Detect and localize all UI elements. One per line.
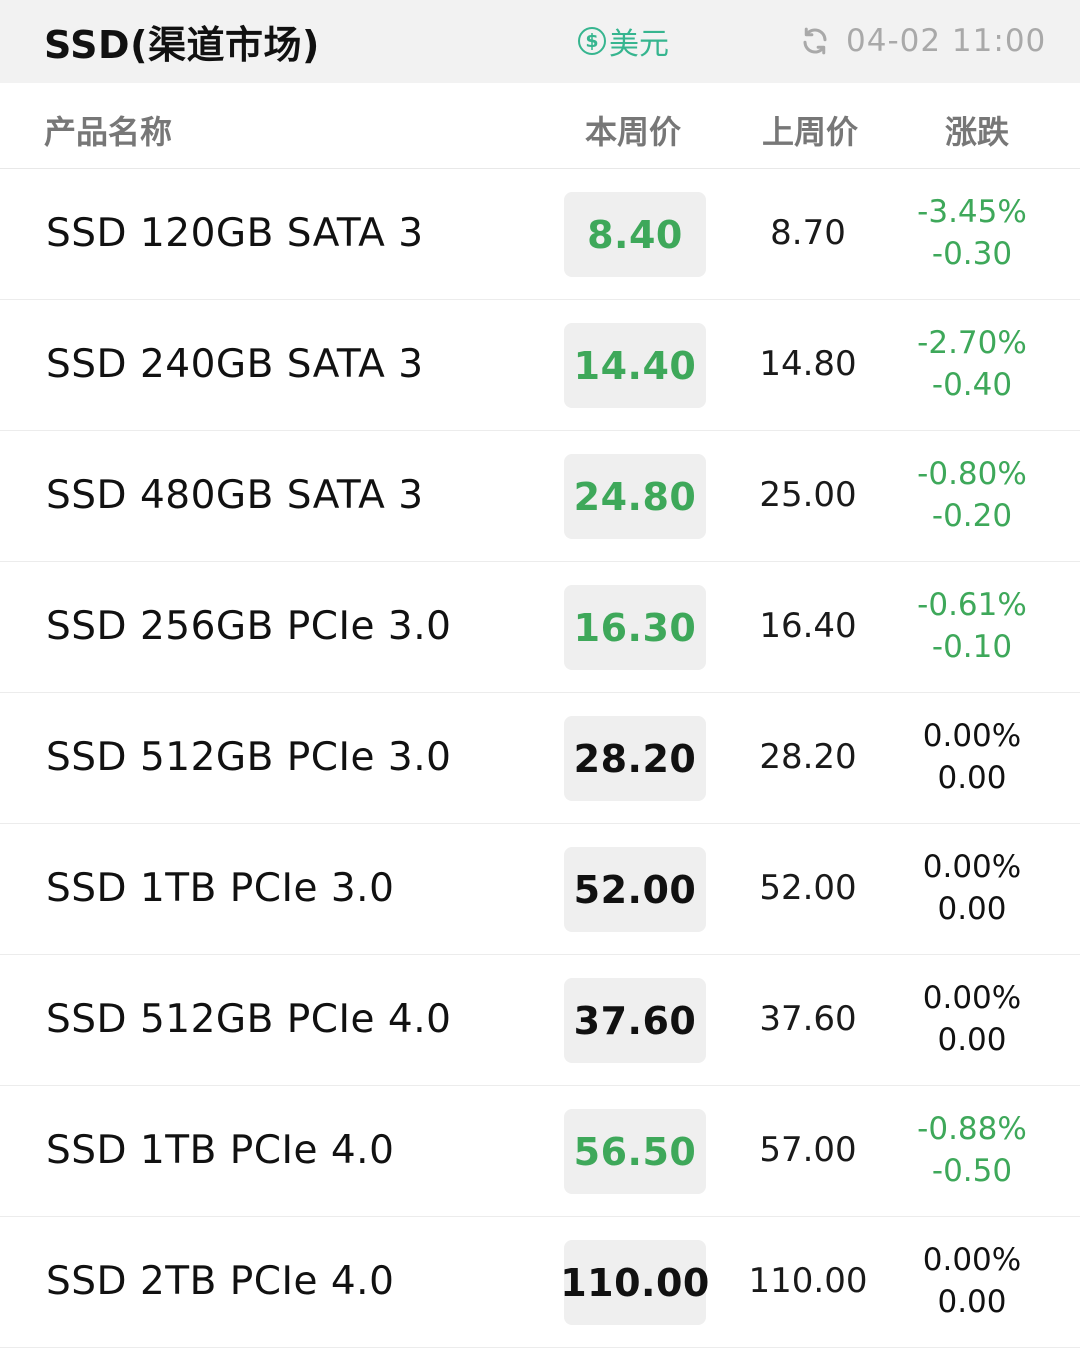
- table-row[interactable]: SSD 1TB PCIe 4.0 56.50 57.00 -0.88% -0.50: [0, 1086, 1080, 1217]
- price-change: -0.80% -0.20: [905, 453, 1039, 537]
- last-week-price: 8.70: [770, 213, 846, 253]
- price-change: 0.00% 0.00: [905, 1239, 1039, 1323]
- change-percent: 0.00%: [922, 849, 1022, 885]
- currency-toggle[interactable]: $ 美元: [578, 20, 669, 62]
- change-amount: 0.00: [937, 760, 1007, 796]
- price-change: -0.61% -0.10: [905, 584, 1039, 668]
- this-week-price: 16.30: [564, 585, 706, 670]
- table-row[interactable]: SSD 512GB PCIe 4.0 37.60 37.60 0.00% 0.00: [0, 955, 1080, 1086]
- change-amount: 0.00: [937, 1284, 1007, 1320]
- table-row[interactable]: SSD 512GB PCIe 3.0 28.20 28.20 0.00% 0.00: [0, 693, 1080, 824]
- change-percent: -0.88%: [917, 1111, 1027, 1147]
- product-name: SSD 512GB PCIe 3.0: [46, 735, 452, 780]
- update-timestamp: 04-02 11:00: [846, 23, 1047, 59]
- change-amount: 0.00: [937, 891, 1007, 927]
- product-name: SSD 120GB SATA 3: [46, 211, 424, 256]
- product-name: SSD 1TB PCIe 3.0: [46, 866, 395, 911]
- column-header-this-week[interactable]: 本周价: [585, 113, 682, 151]
- change-percent: -0.61%: [917, 587, 1027, 623]
- change-amount: -0.30: [931, 236, 1013, 272]
- product-name: SSD 256GB PCIe 3.0: [46, 604, 452, 649]
- change-amount: -0.50: [931, 1153, 1013, 1189]
- this-week-price: 28.20: [564, 716, 706, 801]
- change-percent: 0.00%: [922, 718, 1022, 754]
- last-week-price: 52.00: [759, 868, 857, 908]
- table-header: 产品名称 本周价 上周价 涨跌: [0, 83, 1080, 169]
- refresh-icon: [803, 27, 827, 55]
- product-name: SSD 480GB SATA 3: [46, 473, 424, 518]
- last-week-price: 28.20: [759, 737, 857, 777]
- change-percent: 0.00%: [922, 980, 1022, 1016]
- price-change: 0.00% 0.00: [905, 715, 1039, 799]
- this-week-price: 110.00: [560, 1240, 709, 1325]
- change-amount: -0.40: [931, 367, 1013, 403]
- table-row[interactable]: SSD 256GB PCIe 3.0 16.30 16.40 -0.61% -0.10: [0, 562, 1080, 693]
- change-percent: -3.45%: [917, 194, 1027, 230]
- change-amount: -0.10: [931, 629, 1013, 665]
- column-header-last-week[interactable]: 上周价: [762, 113, 859, 151]
- change-amount: -0.20: [931, 498, 1013, 534]
- this-week-price: 24.80: [564, 454, 706, 539]
- last-week-price: 110.00: [748, 1261, 868, 1301]
- last-week-price: 57.00: [759, 1130, 857, 1170]
- product-name: SSD 2TB PCIe 4.0: [46, 1259, 395, 1304]
- this-week-price: 52.00: [564, 847, 706, 932]
- product-name: SSD 240GB SATA 3: [46, 342, 424, 387]
- this-week-price: 14.40: [564, 323, 706, 408]
- change-percent: -2.70%: [917, 325, 1027, 361]
- table-row[interactable]: SSD 120GB SATA 3 8.40 8.70 -3.45% -0.30: [0, 169, 1080, 300]
- last-week-price: 37.60: [759, 999, 857, 1039]
- this-week-price: 56.50: [564, 1109, 706, 1194]
- table-row[interactable]: SSD 480GB SATA 3 24.80 25.00 -0.80% -0.20: [0, 431, 1080, 562]
- change-amount: 0.00: [937, 1022, 1007, 1058]
- column-header-change[interactable]: 涨跌: [945, 113, 1010, 151]
- this-week-price: 8.40: [564, 192, 706, 277]
- last-week-price: 14.80: [759, 344, 857, 384]
- table-row[interactable]: SSD 1TB PCIe 3.0 52.00 52.00 0.00% 0.00: [0, 824, 1080, 955]
- last-week-price: 16.40: [759, 606, 857, 646]
- table-row[interactable]: SSD 2TB PCIe 4.0 110.00 110.00 0.00% 0.00: [0, 1217, 1080, 1348]
- currency-label: 美元: [609, 27, 669, 62]
- price-change: -0.88% -0.50: [905, 1108, 1039, 1192]
- table-row[interactable]: SSD 240GB SATA 3 14.40 14.80 -2.70% -0.40: [0, 300, 1080, 431]
- this-week-price: 37.60: [564, 978, 706, 1063]
- top-bar: SSD(渠道市场) $ 美元 04-02 11:00: [0, 0, 1080, 83]
- change-percent: -0.80%: [917, 456, 1027, 492]
- price-change: -3.45% -0.30: [905, 191, 1039, 275]
- change-percent: 0.00%: [922, 1242, 1022, 1278]
- column-header-name[interactable]: 产品名称: [44, 113, 173, 151]
- price-change: 0.00% 0.00: [905, 846, 1039, 930]
- product-name: SSD 1TB PCIe 4.0: [46, 1128, 395, 1173]
- refresh-button[interactable]: 04-02 11:00: [800, 20, 1046, 62]
- product-name: SSD 512GB PCIe 4.0: [46, 997, 452, 1042]
- page-title: SSD(渠道市场): [44, 23, 320, 67]
- price-change: -2.70% -0.40: [905, 322, 1039, 406]
- dollar-circle-icon: $: [578, 27, 606, 55]
- price-change: 0.00% 0.00: [905, 977, 1039, 1061]
- last-week-price: 25.00: [759, 475, 857, 515]
